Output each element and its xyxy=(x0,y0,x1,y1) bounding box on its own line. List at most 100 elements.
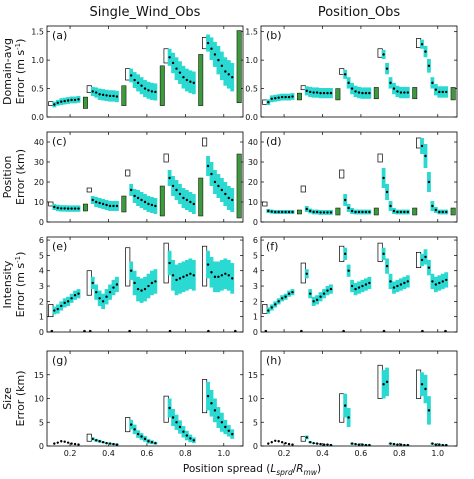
median-point xyxy=(284,441,287,445)
median-point xyxy=(357,210,361,214)
median-point xyxy=(280,297,284,300)
median-point xyxy=(403,210,406,214)
ylabel-line2: Error (km) xyxy=(14,149,27,205)
median-point xyxy=(115,443,119,446)
baseline-point xyxy=(128,329,131,332)
median-point xyxy=(98,201,101,205)
median-point xyxy=(357,91,361,94)
median-point xyxy=(364,210,368,214)
ylabel-line2-text: Error (km) xyxy=(14,149,27,205)
median-point xyxy=(434,283,438,286)
median-point xyxy=(94,200,98,204)
spread-box xyxy=(416,251,422,268)
median-point xyxy=(319,295,322,298)
reference-bar xyxy=(373,87,379,100)
spread-box xyxy=(262,304,268,314)
median-point xyxy=(427,266,431,269)
median-point xyxy=(361,210,364,214)
median-point xyxy=(129,74,133,77)
reference-bar xyxy=(121,195,127,213)
y-tick-label: 6 xyxy=(39,236,44,245)
median-point xyxy=(143,437,147,441)
median-point xyxy=(108,290,112,294)
median-point xyxy=(438,90,441,94)
median-point xyxy=(287,95,291,99)
median-point xyxy=(287,442,291,446)
median-point xyxy=(182,430,185,433)
median-point xyxy=(133,78,136,82)
median-point xyxy=(445,443,448,446)
median-point xyxy=(267,209,270,213)
median-point xyxy=(438,210,441,214)
median-point xyxy=(403,91,406,94)
median-point xyxy=(147,202,150,206)
median-point xyxy=(291,443,294,446)
median-point xyxy=(312,210,315,214)
median-point xyxy=(217,58,220,62)
ylabel-line2-text: Error (km) xyxy=(14,371,27,427)
baseline-point xyxy=(234,329,237,332)
median-point xyxy=(147,89,150,92)
median-point xyxy=(185,198,189,202)
y-tick-label: 0 xyxy=(253,442,258,451)
median-point xyxy=(60,440,63,443)
median-point xyxy=(154,204,157,208)
median-point xyxy=(178,71,182,74)
y-tick-label: 2 xyxy=(253,297,258,306)
reference-bar xyxy=(198,54,204,106)
reference-bar xyxy=(159,185,165,217)
median-point xyxy=(389,81,392,85)
y-tick-label: 0 xyxy=(253,218,258,227)
median-point xyxy=(382,252,385,256)
median-point xyxy=(133,194,136,198)
baseline-point xyxy=(264,329,268,332)
y-tick-label: 4 xyxy=(253,267,258,276)
median-point xyxy=(354,210,357,214)
y-tick-label: 30 xyxy=(34,158,44,167)
y-tick-label: 1 xyxy=(253,313,258,322)
median-point xyxy=(305,436,308,439)
y-tick-label: 1.0 xyxy=(31,56,44,65)
panel-c: 0 10 20 30 40 (c) xyxy=(34,131,244,227)
median-point xyxy=(115,204,119,208)
baseline-point xyxy=(382,329,386,332)
ylabel-line2-text: Error (m s xyxy=(14,50,27,105)
x-tick-label: 0.8 xyxy=(393,449,406,458)
median-point xyxy=(220,64,224,68)
median-point xyxy=(206,263,210,266)
median-point xyxy=(361,91,364,95)
median-point xyxy=(192,274,196,277)
y-tick-label: 10 xyxy=(34,198,44,207)
median-point xyxy=(431,280,434,283)
median-point xyxy=(66,441,70,444)
median-point xyxy=(178,425,182,429)
median-point xyxy=(63,440,66,443)
median-point xyxy=(326,289,329,292)
baseline-point xyxy=(83,329,86,332)
median-point xyxy=(73,207,77,210)
median-point xyxy=(284,210,287,214)
ylabel-close: ) xyxy=(14,39,27,43)
median-point xyxy=(406,280,410,283)
median-point xyxy=(133,281,136,285)
median-point xyxy=(277,440,280,443)
median-point xyxy=(350,87,354,90)
y-tick-label: 3 xyxy=(39,282,44,291)
ylabel-line2-text: Error (m s xyxy=(14,263,27,318)
median-point xyxy=(66,300,70,303)
spread-box xyxy=(339,169,345,179)
reference-bar xyxy=(296,92,302,101)
spread-box xyxy=(48,201,54,207)
median-point xyxy=(56,101,59,104)
spread-box xyxy=(416,38,422,48)
median-point xyxy=(420,43,424,46)
median-point xyxy=(385,190,389,194)
median-point xyxy=(91,437,94,441)
median-point xyxy=(105,203,108,207)
reference-bar xyxy=(236,30,242,104)
y-tick-label: 10 xyxy=(34,395,44,404)
median-point xyxy=(150,203,154,207)
median-point xyxy=(94,439,98,442)
median-point xyxy=(396,210,399,214)
panel-label: (f) xyxy=(266,240,278,253)
